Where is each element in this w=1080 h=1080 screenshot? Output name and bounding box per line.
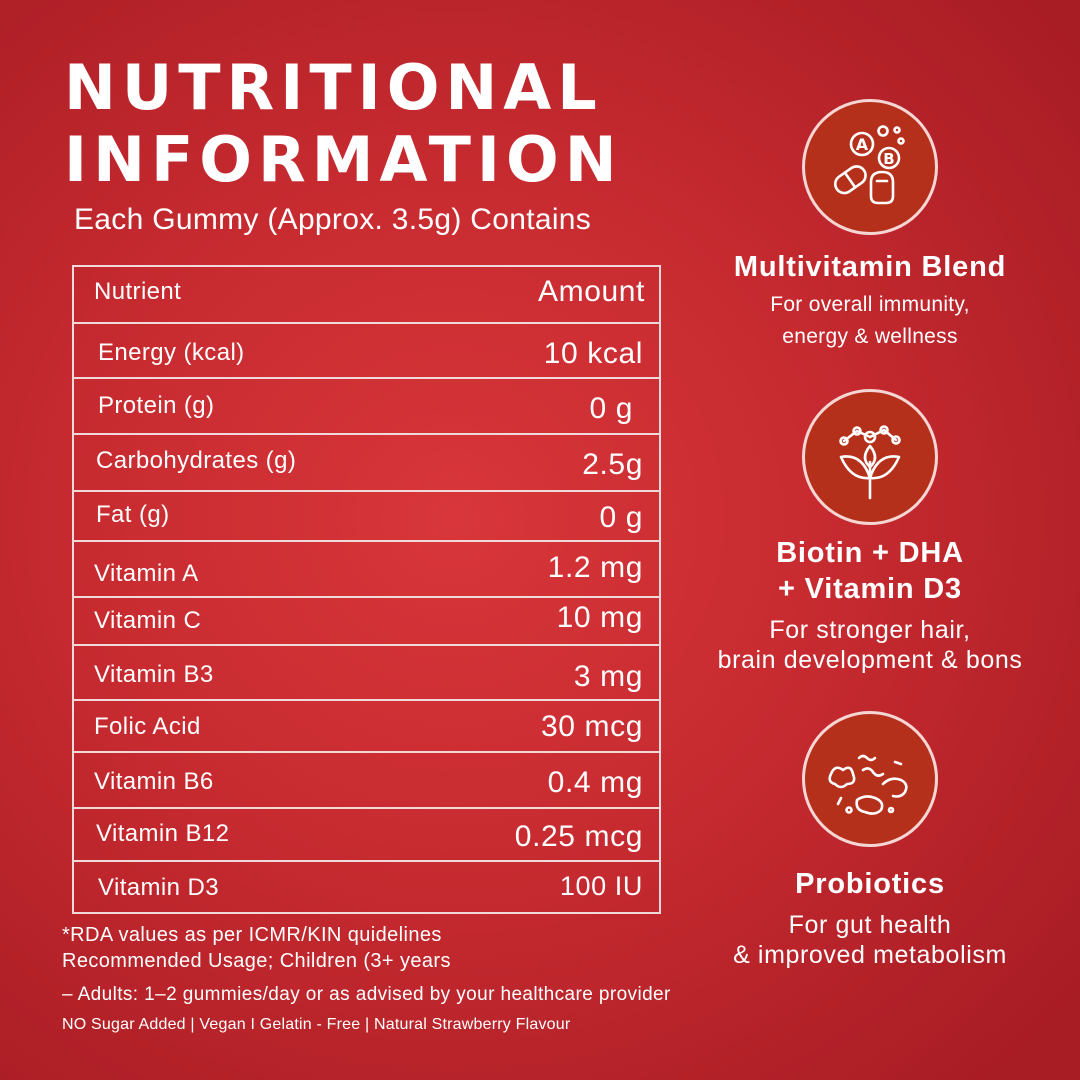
vitamin-capsule-icon: A B <box>802 99 938 235</box>
nutrient-name: Vitamin A <box>94 560 199 587</box>
header-amount: Amount <box>538 275 645 308</box>
table-row: Vitamin A 1.2 mg <box>74 540 659 596</box>
nutrient-amount: 30 mcg <box>541 710 643 743</box>
nutrient-name: Protein (g) <box>98 392 215 419</box>
nutrient-amount: 10 kcal <box>543 337 643 370</box>
table-row: Energy (kcal) 10 kcal <box>74 322 659 377</box>
product-claims: NO Sugar Added | Vegan I Gelatin - Free … <box>62 1016 571 1033</box>
nutrient-amount: 100 IU <box>559 871 643 901</box>
table-row: Protein (g) 0 g <box>74 377 659 433</box>
feature-description: brain development & bons <box>717 646 1023 674</box>
nutrient-amount: 3 mg <box>573 660 643 693</box>
svg-text:A: A <box>856 135 869 154</box>
nutrient-name: Vitamin B6 <box>94 768 214 795</box>
table-row: Vitamin B12 0.25 mcg <box>74 807 659 860</box>
svg-text:B: B <box>883 150 894 168</box>
table-row: Fat (g) 0 g <box>74 490 659 540</box>
feature-probiotics: Probiotics For gut health & improved met… <box>660 866 1080 970</box>
table-header-row: Nutrient Amount <box>74 267 659 322</box>
table-row: Vitamin D3 100 IU <box>74 860 659 912</box>
feature-description: & improved metabolism <box>733 941 1007 969</box>
nutrient-amount: 10 mg <box>556 601 643 634</box>
table-row: Vitamin B3 3 mg <box>74 644 659 699</box>
nutrient-name: Vitamin C <box>94 607 202 634</box>
nutrient-amount: 1.2 mg <box>547 551 643 584</box>
nutrient-name: Fat (g) <box>96 501 170 528</box>
table-row: Vitamin B6 0.4 mg <box>74 751 659 807</box>
nutrient-amount: 2.5g <box>582 448 643 481</box>
molecule-plant-icon <box>802 389 938 525</box>
feature-description: energy & wellness <box>782 325 958 348</box>
table-row: Carbohydrates (g) 2.5g <box>74 433 659 490</box>
feature-description: For stronger hair, <box>769 616 971 644</box>
nutrient-amount: 0 g <box>599 501 643 534</box>
feature-multivitamin: Multivitamin Blend For overall immunity,… <box>660 249 1080 353</box>
feature-description: For gut health <box>788 911 952 939</box>
page-title: NUTRITIONAL INFORMATION <box>64 52 623 196</box>
usage-footnote: Recommended Usage; Children (3+ years <box>62 950 451 972</box>
nutrient-name: Carbohydrates (g) <box>96 447 297 474</box>
serving-size-subtitle: Each Gummy (Approx. 3.5g) Contains <box>74 203 592 236</box>
title-line-1: NUTRITIONAL <box>64 51 603 124</box>
table-row: Vitamin C 10 mg <box>74 596 659 644</box>
nutrient-amount: 0 g <box>589 392 633 425</box>
nutrient-name: Energy (kcal) <box>98 339 245 366</box>
feature-title: Multivitamin Blend <box>733 251 1007 283</box>
nutrient-name: Vitamin D3 <box>98 874 219 901</box>
nutrient-name: Vitamin B3 <box>94 661 214 688</box>
nutrient-amount: 0.25 mcg <box>514 820 643 853</box>
title-line-2: INFORMATION <box>64 123 623 196</box>
feature-biotin-dha: Biotin + DHA + Vitamin D3 For stronger h… <box>660 535 1080 675</box>
feature-title: + Vitamin D3 <box>778 573 962 605</box>
rda-footnote: *RDA values as per ICMR/KIN quidelines <box>62 924 442 946</box>
adult-usage-footnote: – Adults: 1–2 gummies/day or as advised … <box>62 984 671 1005</box>
feature-title: Probiotics <box>795 868 945 900</box>
nutrient-amount: 0.4 mg <box>547 766 643 799</box>
feature-title: Biotin + DHA <box>776 537 964 569</box>
nutrition-table: Nutrient Amount Energy (kcal) 10 kcal Pr… <box>72 265 661 914</box>
header-nutrient: Nutrient <box>94 278 182 305</box>
nutrient-name: Folic Acid <box>94 713 201 740</box>
probiotic-bacteria-icon <box>802 711 938 847</box>
nutrient-name: Vitamin B12 <box>96 820 230 847</box>
table-row: Folic Acid 30 mcg <box>74 699 659 751</box>
feature-description: For overall immunity, <box>770 293 970 316</box>
